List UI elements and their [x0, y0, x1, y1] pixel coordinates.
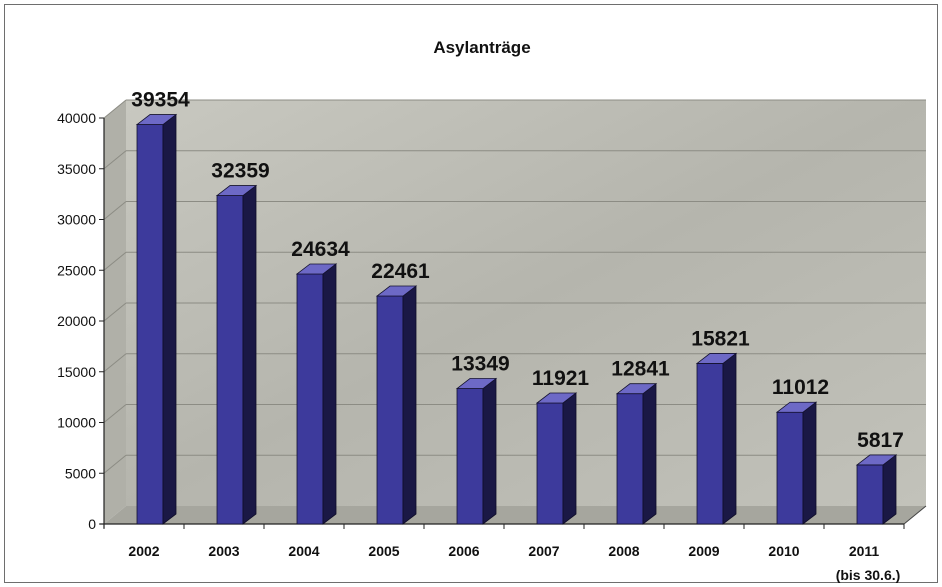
bar-side [322, 263, 337, 525]
x-category-label: 2003 [208, 543, 239, 559]
bar-front [376, 295, 404, 525]
bar-top [375, 285, 418, 297]
bar-2005 [375, 285, 418, 525]
bar-side [242, 184, 257, 525]
bar-front [856, 464, 884, 525]
bar-front [136, 124, 164, 525]
floor-edge [903, 505, 927, 525]
x-axis-category-labels: 2002 2003 2004 2005 2006 2007 2008 2009 2010 2011… [103, 524, 905, 583]
bar-2003 [215, 184, 258, 525]
bar-value-label: 5817 [857, 429, 904, 452]
y-tick-label: 30000 [57, 212, 96, 228]
bar-value-label: 39354 [131, 89, 190, 112]
x-category-label: 2009 [688, 543, 719, 559]
bar-side [802, 401, 817, 525]
bar-value-label: 12841 [611, 358, 670, 381]
x-category-label: 2002 [128, 543, 159, 559]
bar-value-label: 24634 [291, 238, 350, 261]
bar-top [535, 392, 578, 404]
bar-top [615, 383, 658, 395]
bar-front [456, 388, 484, 525]
gridline-side [103, 302, 127, 322]
bar-2011 [855, 454, 898, 525]
gridline-side [103, 99, 127, 119]
bar-top [135, 114, 178, 125]
gridline-side [103, 201, 127, 220]
bar-front [296, 273, 324, 525]
y-tick-label: 35000 [57, 161, 96, 177]
bar-front [776, 411, 804, 525]
bar-side [642, 382, 657, 525]
x-category-label: 2006 [448, 543, 479, 559]
bar-top [455, 378, 498, 389]
x-category-label: 2011 [849, 543, 880, 559]
bar-top [775, 401, 818, 413]
y-tick-label: 25000 [57, 262, 96, 278]
bar-top [215, 185, 258, 196]
bar-2010 [775, 401, 818, 525]
gridline-side [103, 404, 127, 423]
x-category-label: 2007 [528, 543, 559, 559]
y-tick-label: 5000 [65, 465, 96, 481]
bar-value-label: 15821 [691, 327, 750, 350]
gridline-side [103, 454, 127, 474]
bar-2007 [535, 392, 578, 525]
y-tick-label: 0 [88, 516, 96, 532]
bar-value-label: 32359 [211, 160, 269, 183]
bar-value-label: 11012 [772, 376, 829, 399]
y-tick-label: 40000 [57, 110, 96, 126]
bar-top [295, 263, 338, 275]
bar-2004 [295, 263, 338, 525]
x-category-label: 2005 [368, 543, 399, 559]
gridline-side [103, 150, 127, 170]
bar-side [402, 285, 417, 525]
bar-front [216, 195, 244, 525]
bar-value-label: 11921 [532, 367, 590, 390]
bar-side [722, 352, 737, 525]
y-tick-label: 15000 [57, 364, 96, 380]
y-axis-tick-labels: 0 5000 10000 15000 20000 25000 30000 35000 40000 [57, 110, 104, 532]
bar-side [482, 377, 497, 525]
bar-2006 [455, 377, 498, 525]
y-tick-label: 10000 [57, 415, 96, 431]
gridline-side [103, 353, 127, 373]
x-category-label: 2008 [608, 543, 639, 559]
chart-title: Asylanträge [433, 38, 530, 57]
gridline-side [103, 251, 127, 271]
x-category-label: 2004 [288, 543, 319, 559]
bar-side [562, 392, 577, 525]
bars [135, 113, 898, 525]
bar-value-label: 13349 [451, 353, 509, 376]
bar-front [616, 393, 644, 525]
y-tick-label: 20000 [57, 313, 96, 329]
bar-2008 [615, 382, 658, 525]
bar-top [855, 454, 898, 466]
bar-value-labels: 39354 32359 24634 22461 13349 11921 12841 15821… [131, 89, 904, 452]
bar-front [696, 363, 724, 525]
bar-side [882, 454, 897, 525]
x-category-sublabel: (bis 30.6.) [836, 567, 901, 583]
bar-2002 [135, 113, 178, 525]
x-category-label: 2010 [768, 543, 799, 559]
bar-front [536, 402, 564, 525]
bar-value-label: 22461 [371, 260, 430, 283]
bar-top [695, 353, 738, 364]
bar-side [162, 113, 177, 525]
bar-2009 [695, 352, 738, 525]
